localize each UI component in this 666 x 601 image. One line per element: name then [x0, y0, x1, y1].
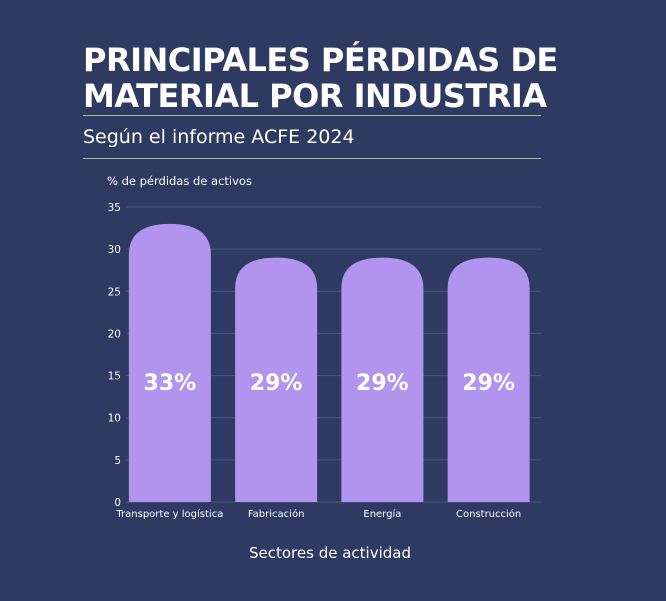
y-tick-label: 10: [108, 413, 121, 425]
y-axis-ticks: 0 5 10 15 20 25 30 35: [108, 202, 121, 509]
y-tick-label: 35: [108, 202, 121, 214]
chart-subtitle: Según el informe ACFE 2024: [83, 126, 355, 148]
y-tick-label: 20: [108, 328, 121, 340]
bar: [128, 223, 211, 502]
bar-value-label: 33%: [144, 371, 197, 396]
x-axis-ticks: Transporte y logística Fabricación Energía…: [115, 508, 521, 520]
bar-value-label: 29%: [250, 371, 303, 396]
y-tick-label: 0: [114, 497, 121, 509]
x-tick-label: Transporte y logística: [115, 508, 223, 520]
y-tick-label: 5: [114, 455, 121, 467]
title-divider: [83, 115, 541, 116]
bars: 33% 29% 29% 29%: [128, 223, 530, 502]
y-tick-label: 30: [108, 244, 121, 256]
y-axis-label: % de pérdidas de activos: [107, 174, 252, 188]
bar: [447, 257, 530, 502]
subtitle-divider: [83, 158, 541, 159]
bar: [341, 257, 424, 502]
x-tick-label: Energía: [363, 508, 401, 520]
y-tick-label: 15: [108, 371, 121, 383]
chart-title: PRINCIPALES PÉRDIDAS DE MATERIAL POR IND…: [83, 41, 558, 115]
bar-value-label: 29%: [462, 371, 515, 396]
y-tick-label: 25: [108, 286, 121, 298]
bar: [235, 257, 318, 502]
x-tick-label: Construcción: [456, 508, 521, 520]
x-axis-label: Sectores de actividad: [249, 544, 411, 562]
bar-value-label: 29%: [356, 371, 409, 396]
x-tick-label: Fabricación: [248, 508, 305, 520]
